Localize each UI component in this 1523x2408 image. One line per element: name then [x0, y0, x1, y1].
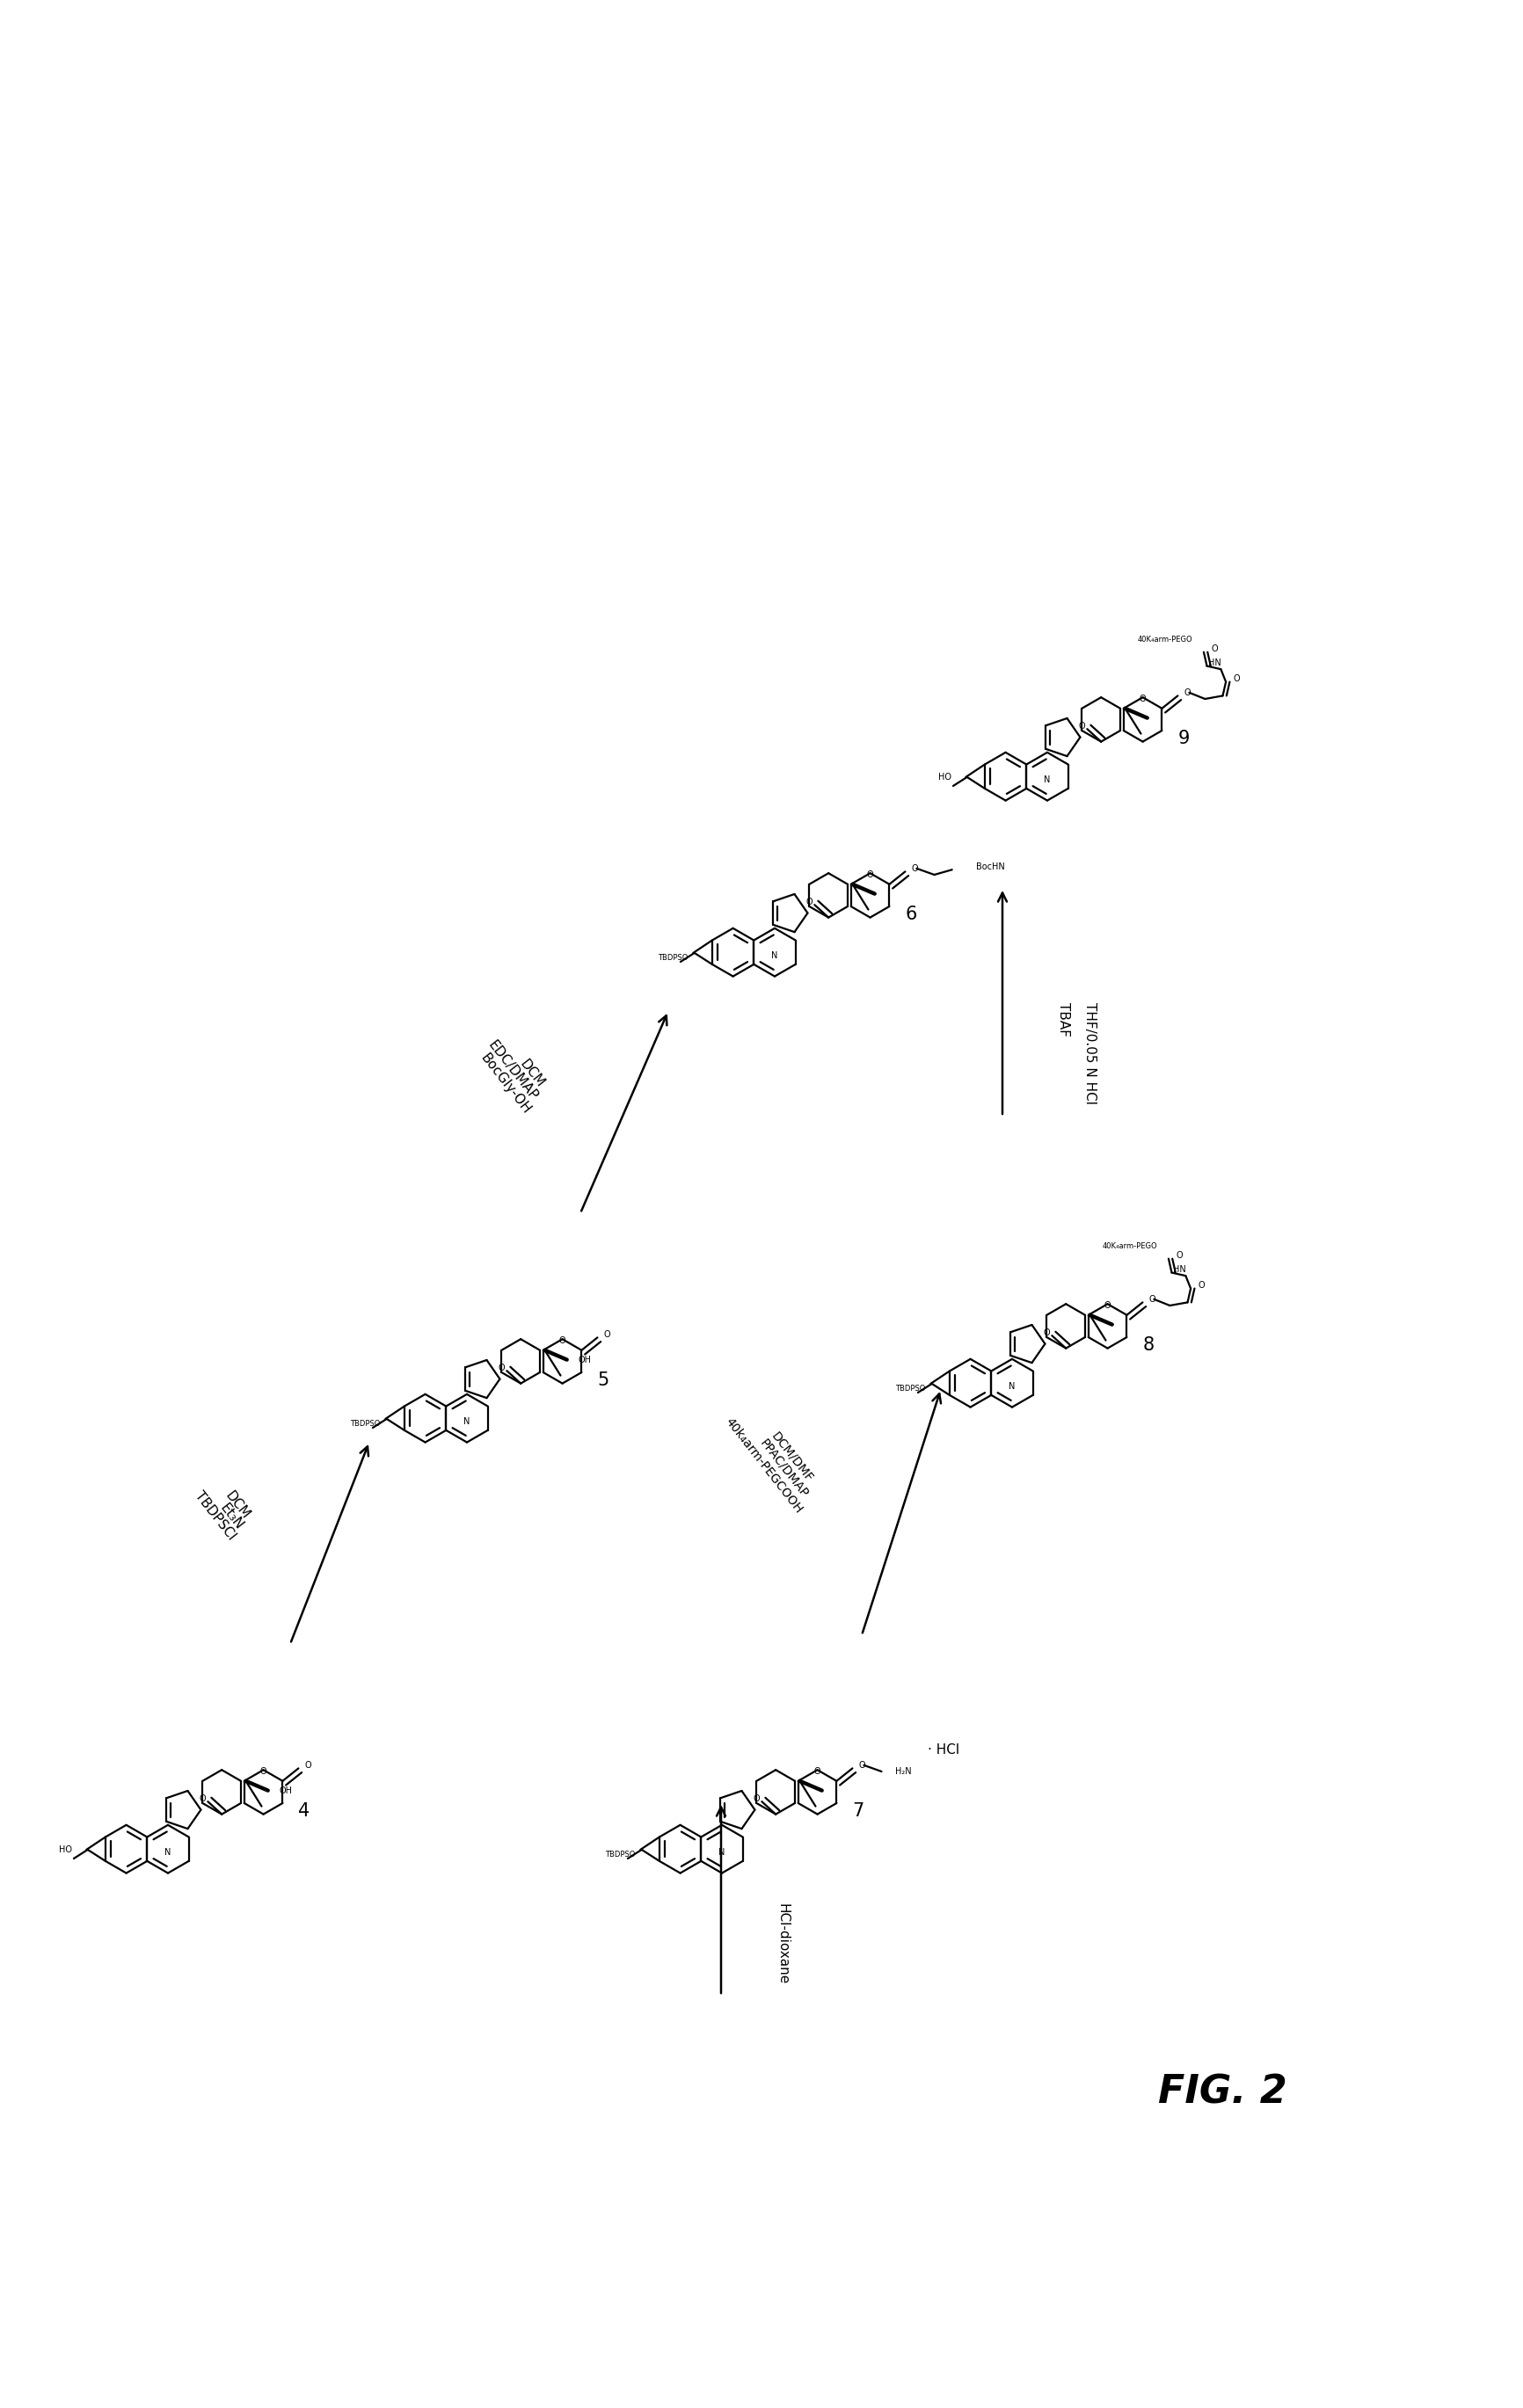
Text: OH: OH	[279, 1787, 292, 1794]
Text: TBAF: TBAF	[1057, 1002, 1071, 1035]
Text: O: O	[752, 1794, 760, 1804]
Text: O: O	[498, 1363, 504, 1373]
Text: TBDPSO: TBDPSO	[896, 1385, 924, 1392]
Text: O: O	[1176, 1252, 1182, 1259]
Text: 5: 5	[597, 1373, 609, 1389]
Text: O: O	[1197, 1281, 1205, 1291]
Text: HCl-dioxane: HCl-dioxane	[775, 1902, 789, 1984]
Text: 9: 9	[1177, 730, 1188, 746]
Text: · HCl: · HCl	[928, 1743, 959, 1755]
Text: PPAC/DMAP: PPAC/DMAP	[757, 1438, 810, 1500]
Text: 40k₄arm-PEGCOOH: 40k₄arm-PEGCOOH	[722, 1416, 804, 1517]
Text: EDC/DMAP: EDC/DMAP	[484, 1038, 539, 1103]
Text: TBDPSO: TBDPSO	[605, 1852, 635, 1859]
Text: O: O	[806, 898, 812, 905]
Text: H₂N: H₂N	[896, 1767, 911, 1775]
Text: TBDPSO: TBDPSO	[350, 1421, 381, 1428]
Text: O: O	[859, 1760, 865, 1770]
Text: BocGly-OH: BocGly-OH	[477, 1050, 533, 1117]
Text: DCM: DCM	[222, 1488, 253, 1522]
Text: O: O	[1043, 1329, 1049, 1336]
Text: TBDPSO: TBDPSO	[658, 954, 688, 961]
Text: O: O	[260, 1767, 267, 1777]
Text: FIG. 2: FIG. 2	[1157, 2073, 1285, 2112]
Text: BocHN: BocHN	[976, 862, 1004, 872]
Text: O: O	[867, 872, 873, 879]
Text: OH: OH	[577, 1356, 591, 1363]
Text: O: O	[1139, 696, 1145, 703]
Text: DCM/DMF: DCM/DMF	[769, 1430, 815, 1483]
Text: 8: 8	[1142, 1336, 1153, 1353]
Text: N: N	[719, 1849, 725, 1857]
Text: HN: HN	[1208, 657, 1220, 667]
Text: TBDPSCl: TBDPSCl	[192, 1488, 238, 1544]
Text: Et₃N: Et₃N	[216, 1500, 245, 1531]
Text: 4: 4	[299, 1801, 309, 1820]
Text: N: N	[463, 1418, 471, 1426]
Text: THF/0.05 N HCl: THF/0.05 N HCl	[1083, 1002, 1097, 1105]
Text: O: O	[1211, 645, 1217, 653]
Text: N: N	[1008, 1382, 1014, 1392]
Text: O: O	[1232, 674, 1240, 684]
Text: HN: HN	[1173, 1264, 1185, 1274]
Text: HO: HO	[938, 773, 952, 783]
Text: O: O	[911, 864, 918, 872]
Text: DCM: DCM	[516, 1057, 547, 1091]
Text: 7: 7	[851, 1801, 864, 1820]
Text: O: O	[1078, 722, 1084, 730]
Text: O: O	[1183, 689, 1189, 696]
Text: 40K₄arm-PEGO: 40K₄arm-PEGO	[1101, 1243, 1156, 1250]
Text: O: O	[1148, 1296, 1154, 1303]
Text: O: O	[305, 1760, 311, 1770]
Text: N: N	[164, 1849, 171, 1857]
Text: O: O	[813, 1767, 821, 1777]
Text: HO: HO	[59, 1845, 73, 1854]
Text: O: O	[603, 1329, 611, 1339]
Text: N: N	[1043, 775, 1049, 785]
Text: 40K₄arm-PEGO: 40K₄arm-PEGO	[1136, 636, 1191, 643]
Text: 6: 6	[905, 905, 917, 922]
Text: O: O	[559, 1336, 565, 1346]
Text: O: O	[200, 1794, 206, 1804]
Text: N: N	[771, 951, 777, 961]
Text: O: O	[1104, 1300, 1110, 1310]
